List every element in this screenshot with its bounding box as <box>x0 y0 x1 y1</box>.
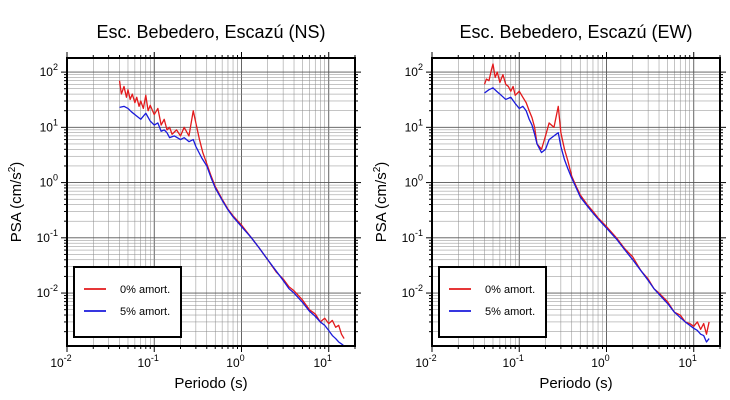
y-axis-label-close: ) <box>8 162 25 167</box>
x-tick-label: 100 <box>226 353 244 370</box>
legend: 0% amort. 5% amort. <box>73 266 182 338</box>
x-tick-label: 10-2 <box>50 353 71 370</box>
x-tick-label: 10-1 <box>503 353 524 370</box>
y-tick-label-base: 10 <box>37 231 51 245</box>
x-tick-label: 100 <box>591 353 609 370</box>
chart-title: Esc. Bebedero, Escazú (NS) <box>96 22 325 42</box>
y-tick-label: 10-2 <box>402 283 423 300</box>
x-tick-label-base: 10 <box>50 356 64 370</box>
x-tick-label: 10-1 <box>138 353 159 370</box>
y-tick-label: 10-1 <box>37 228 58 245</box>
y-tick-label-exponent: 2 <box>53 62 58 72</box>
y-tick-label-base: 10 <box>402 231 416 245</box>
y-axis-label-sup: 2 <box>372 166 383 172</box>
legend-label: 5% amort. <box>120 306 170 318</box>
y-tick-label-base: 10 <box>405 120 419 134</box>
series-line-damped <box>484 87 710 343</box>
x-axis-label: Periodo (s) <box>174 375 247 392</box>
x-tick-label-exponent: 0 <box>605 353 610 363</box>
x-tick-label-exponent: 1 <box>692 353 697 363</box>
plot-frame <box>431 57 721 347</box>
x-tick-label-base: 10 <box>415 356 429 370</box>
y-tick-label-exponent: -1 <box>50 228 58 238</box>
y-axis-label-sup: 2 <box>7 166 18 172</box>
y-tick-label: 102 <box>40 62 58 79</box>
y-tick-label-exponent: 1 <box>418 117 423 127</box>
y-tick-label-exponent: 1 <box>53 117 58 127</box>
y-tick-label-exponent: 2 <box>418 62 423 72</box>
gridlines <box>431 58 721 346</box>
series-line-undamped <box>118 80 345 339</box>
chart-panel-2: Esc. Bebedero, Escazú (EW)10-2 10-1 100 101… <box>372 22 726 392</box>
y-tick-label-base: 10 <box>37 286 51 300</box>
y-axis-label-main: PSA (cm/s <box>373 172 390 242</box>
legend: 0% amort. 5% amort. <box>438 266 547 338</box>
y-tick-label: 100 <box>405 173 423 190</box>
y-tick-label: 10-2 <box>37 283 58 300</box>
x-tick-label-exponent: -1 <box>151 353 159 363</box>
y-tick-label: 102 <box>405 62 423 79</box>
y-tick-label-base: 10 <box>40 176 54 190</box>
y-tick-label-exponent: 0 <box>418 173 423 183</box>
x-tick-label: 101 <box>679 353 697 370</box>
y-tick-label: 10-1 <box>402 228 423 245</box>
y-tick-label-exponent: 0 <box>53 173 58 183</box>
y-tick-label-base: 10 <box>402 286 416 300</box>
y-axis-label: PSA (cm/s2) <box>7 162 25 243</box>
x-tick-label-base: 10 <box>679 356 693 370</box>
y-tick-label-base: 10 <box>40 120 54 134</box>
legend-label: 0% amort. <box>485 284 535 296</box>
plot-frame <box>66 57 356 347</box>
gridlines <box>66 58 356 346</box>
x-tick-label-exponent: 1 <box>327 353 332 363</box>
y-tick-label-exponent: -2 <box>415 283 423 293</box>
y-tick-label-base: 10 <box>405 176 419 190</box>
x-tick-label-exponent: -1 <box>516 353 524 363</box>
chart-panel-1: Esc. Bebedero, Escazú (NS)10-2 10-1 100 101… <box>7 22 361 392</box>
x-tick-label-exponent: -2 <box>64 353 72 363</box>
y-tick-label: 100 <box>40 173 58 190</box>
x-tick-label: 101 <box>314 353 332 370</box>
y-axis-label-close: ) <box>373 162 390 167</box>
legend-label: 0% amort. <box>120 284 170 296</box>
x-tick-label-base: 10 <box>591 356 605 370</box>
chart-title: Esc. Bebedero, Escazú (EW) <box>459 22 692 42</box>
y-tick-label-base: 10 <box>405 65 419 79</box>
y-tick-label: 101 <box>40 117 58 134</box>
y-tick-label-base: 10 <box>40 65 54 79</box>
legend-box <box>73 266 182 338</box>
legend-label: 5% amort. <box>485 306 535 318</box>
x-tick-label-base: 10 <box>226 356 240 370</box>
y-axis-label-main: PSA (cm/s <box>8 172 25 242</box>
x-tick-label-base: 10 <box>314 356 328 370</box>
x-tick-label: 10-2 <box>415 353 436 370</box>
x-tick-label-exponent: -2 <box>429 353 437 363</box>
x-tick-label-exponent: 0 <box>240 353 245 363</box>
x-tick-label-base: 10 <box>503 356 517 370</box>
series-line-damped <box>119 105 345 347</box>
y-axis-label: PSA (cm/s2) <box>372 162 390 243</box>
x-tick-label-base: 10 <box>138 356 152 370</box>
x-axis-label: Periodo (s) <box>539 375 612 392</box>
y-tick-label: 101 <box>405 117 423 134</box>
y-tick-label-exponent: -2 <box>50 283 58 293</box>
y-tick-label-exponent: -1 <box>415 228 423 238</box>
legend-box <box>438 266 547 338</box>
